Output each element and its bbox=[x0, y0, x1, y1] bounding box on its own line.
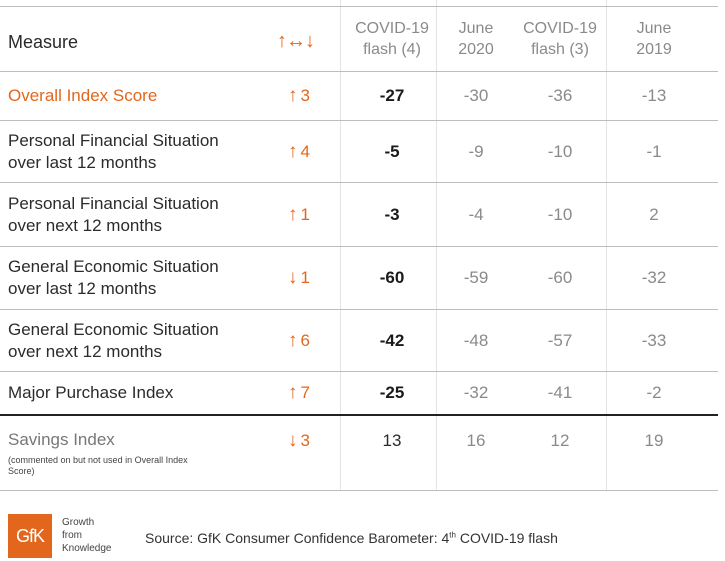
row-measure: Major Purchase Index bbox=[8, 383, 174, 402]
bottom-divider bbox=[0, 490, 718, 491]
value-june-2019: -32 bbox=[641, 268, 667, 287]
change-arrow-icon: ↑ bbox=[288, 382, 298, 403]
value-june-2020: -48 bbox=[463, 330, 489, 350]
value-june-2019: -1 bbox=[646, 141, 662, 161]
row-change: ↑ 6 bbox=[288, 329, 310, 351]
table-row: General Economic Situation over next 12 m… bbox=[0, 310, 718, 371]
value-covid-flash-3: -41 bbox=[547, 383, 573, 402]
value-covid-flash-3: 12 bbox=[550, 431, 570, 450]
column-divider bbox=[436, 0, 437, 490]
column-divider bbox=[340, 0, 341, 490]
header-covid-flash-3: COVID-19 flash (3) bbox=[523, 20, 597, 58]
value-covid-flash-4: -5 bbox=[384, 141, 400, 161]
change-arrow-icon: ↓ bbox=[288, 267, 298, 288]
table-row: Savings Index (commented on but not used… bbox=[0, 417, 718, 489]
change-arrow-icon: ↓ bbox=[288, 430, 298, 451]
table-row: Overall Index Score ↑ 3 -27 -30 -36 -13 bbox=[0, 72, 718, 120]
value-june-2019: -13 bbox=[641, 86, 667, 105]
row-measure: Personal Financial Situation over last 12… bbox=[8, 130, 219, 172]
row-divider bbox=[0, 182, 718, 183]
value-covid-flash-3: -60 bbox=[547, 268, 573, 287]
change-arrow-icon: ↑ bbox=[288, 329, 298, 351]
row-measure: Overall Index Score bbox=[8, 86, 158, 105]
value-june-2020: -59 bbox=[463, 268, 489, 287]
column-divider bbox=[606, 0, 607, 490]
value-june-2020: -30 bbox=[463, 86, 489, 105]
table-row: Personal Financial Situation over next 12… bbox=[0, 183, 718, 246]
table-row: Major Purchase Index ↑ 7 -25 -32 -41 -2 bbox=[0, 372, 718, 414]
change-arrow-icon: ↑ bbox=[288, 140, 298, 162]
row-change: ↑ 3 bbox=[288, 85, 310, 106]
row-measure: General Economic Situation over next 12 m… bbox=[8, 319, 219, 361]
value-june-2020: 16 bbox=[466, 431, 486, 450]
value-covid-flash-3: -36 bbox=[547, 86, 573, 105]
footer: GfK Growth from Knowledge Source: GfK Co… bbox=[0, 510, 725, 561]
value-covid-flash-3: -10 bbox=[547, 141, 573, 161]
row-measure: Savings Index (commented on but not used… bbox=[8, 429, 208, 477]
savings-note: (commented on but not used in Overall In… bbox=[8, 455, 188, 476]
row-change: ↓ 3 bbox=[288, 430, 310, 451]
value-covid-flash-4: -27 bbox=[379, 86, 405, 105]
row-change: ↑ 4 bbox=[288, 140, 310, 162]
top-divider bbox=[0, 6, 718, 7]
row-divider bbox=[0, 309, 718, 310]
table-row: General Economic Situation over last 12 m… bbox=[0, 247, 718, 309]
header-june-2019: June 2019 bbox=[636, 20, 672, 58]
row-divider bbox=[0, 71, 718, 72]
row-change: ↑ 7 bbox=[288, 382, 310, 403]
value-covid-flash-3: -57 bbox=[547, 330, 573, 350]
change-arrow-icon: ↑ bbox=[288, 203, 298, 225]
row-divider bbox=[0, 120, 718, 121]
value-june-2019: 2 bbox=[649, 204, 659, 224]
header-change-arrows-icon: ↑↔↓ bbox=[277, 30, 315, 52]
header-measure: Measure bbox=[8, 32, 79, 52]
value-june-2019: -33 bbox=[641, 330, 667, 350]
row-measure: General Economic Situation over last 12 m… bbox=[8, 257, 219, 298]
gfk-logo: GfK bbox=[8, 514, 52, 558]
row-change: ↓ 1 bbox=[288, 267, 310, 288]
value-covid-flash-4: -25 bbox=[379, 383, 405, 402]
row-change: ↑ 1 bbox=[288, 203, 310, 225]
table-row: Personal Financial Situation over last 12… bbox=[0, 121, 718, 182]
value-june-2020: -4 bbox=[468, 204, 484, 224]
value-covid-flash-3: -10 bbox=[547, 204, 573, 224]
source-note: Source: GfK Consumer Confidence Baromete… bbox=[145, 530, 558, 546]
value-covid-flash-4: -60 bbox=[379, 268, 405, 287]
header-covid-flash-4: COVID-19 flash (4) bbox=[355, 20, 429, 58]
value-june-2019: -2 bbox=[646, 383, 662, 402]
change-arrow-icon: ↑ bbox=[288, 85, 298, 106]
value-june-2019: 19 bbox=[644, 431, 664, 450]
row-measure: Personal Financial Situation over next 12… bbox=[8, 193, 219, 235]
value-covid-flash-4: -3 bbox=[384, 204, 400, 224]
header-june-2020: June 2020 bbox=[458, 20, 494, 58]
value-covid-flash-4: -42 bbox=[379, 330, 405, 350]
value-june-2020: -32 bbox=[463, 383, 489, 402]
value-covid-flash-4: 13 bbox=[382, 431, 402, 450]
row-divider bbox=[0, 246, 718, 247]
total-divider bbox=[0, 414, 718, 416]
row-divider bbox=[0, 371, 718, 372]
value-june-2020: -9 bbox=[468, 141, 484, 161]
gfk-tagline: Growth from Knowledge bbox=[62, 517, 112, 554]
